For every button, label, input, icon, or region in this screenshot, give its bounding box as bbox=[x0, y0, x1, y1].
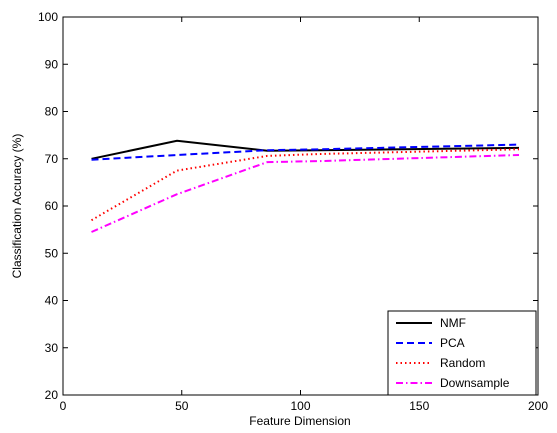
y-tick-label: 80 bbox=[45, 105, 59, 119]
legend-label: PCA bbox=[440, 336, 465, 350]
series-line-random bbox=[90, 148, 520, 222]
y-tick-label: 30 bbox=[45, 341, 59, 355]
x-tick-label: 100 bbox=[290, 399, 310, 413]
x-tick-label: 200 bbox=[528, 399, 548, 413]
y-tick-label: 90 bbox=[45, 57, 59, 71]
series-line-downsample bbox=[91, 154, 520, 233]
series-line-pca bbox=[91, 143, 520, 161]
legend-label: Downsample bbox=[440, 376, 510, 390]
y-tick-label: 20 bbox=[45, 388, 59, 402]
legend-box bbox=[387, 310, 537, 396]
y-axis-title: Classification Accuracy (%) bbox=[10, 134, 24, 279]
y-tick-label: 100 bbox=[38, 10, 58, 24]
legend-label: NMF bbox=[440, 316, 466, 330]
y-tick-label: 70 bbox=[45, 152, 59, 166]
x-tick-label: 0 bbox=[60, 399, 67, 413]
y-tick-label: 50 bbox=[45, 246, 59, 260]
x-axis-title: Feature Dimension bbox=[249, 414, 350, 428]
x-tick-label: 150 bbox=[409, 399, 429, 413]
legend: NMF PCA Random Downsample bbox=[387, 310, 537, 396]
y-tick-label: 60 bbox=[45, 199, 59, 213]
y-tick-label: 40 bbox=[45, 294, 59, 308]
x-tick-label: 50 bbox=[175, 399, 189, 413]
legend-label: Random bbox=[440, 356, 485, 370]
